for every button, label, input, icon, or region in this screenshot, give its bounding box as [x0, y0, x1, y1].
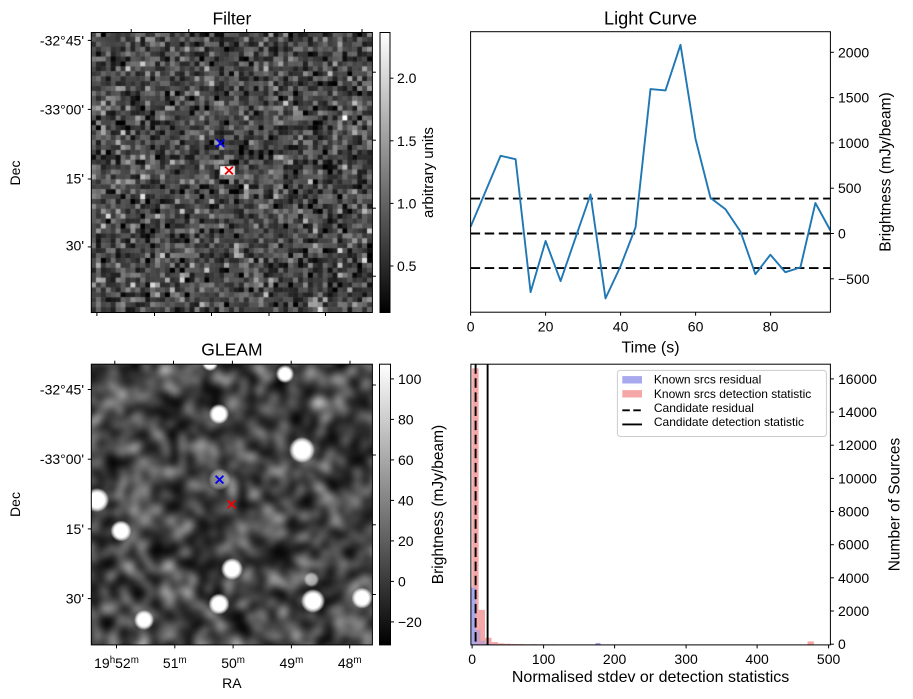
svg-text:Brightness (mJy/beam): Brightness (mJy/beam) — [878, 92, 895, 251]
svg-text:20: 20 — [398, 533, 414, 549]
svg-text:0: 0 — [468, 651, 476, 667]
svg-text:Number of Sources: Number of Sources — [887, 437, 904, 571]
svg-text:49m: 49m — [280, 655, 304, 671]
svg-text:500: 500 — [817, 651, 841, 667]
svg-text:Candidate detection statistic: Candidate detection statistic — [654, 415, 804, 429]
svg-text:40: 40 — [613, 319, 629, 335]
svg-text:100: 100 — [398, 371, 422, 387]
svg-text:-33°00': -33°00' — [40, 101, 84, 117]
svg-text:arbitrary units: arbitrary units — [420, 127, 437, 218]
svg-text:12000: 12000 — [838, 437, 877, 453]
svg-text:-33°00': -33°00' — [40, 451, 84, 467]
svg-text:80: 80 — [763, 319, 779, 335]
svg-text:-32°45': -32°45' — [40, 382, 84, 398]
svg-text:Dec: Dec — [7, 492, 23, 517]
svg-text:48m: 48m — [338, 655, 362, 671]
svg-text:0: 0 — [467, 319, 475, 335]
svg-text:100: 100 — [532, 651, 556, 667]
svg-text:Known srcs detection statistic: Known srcs detection statistic — [654, 387, 811, 401]
svg-text:4000: 4000 — [838, 570, 869, 586]
svg-text:14000: 14000 — [838, 404, 877, 420]
svg-text:40: 40 — [398, 492, 414, 508]
svg-text:0.5: 0.5 — [397, 258, 417, 274]
svg-text:Light Curve: Light Curve — [604, 8, 697, 28]
svg-text:15': 15' — [66, 170, 84, 186]
svg-text:−20: −20 — [398, 614, 422, 630]
svg-text:30': 30' — [66, 237, 84, 253]
svg-text:1500: 1500 — [838, 90, 869, 106]
svg-text:19h52m: 19h52m — [94, 655, 139, 671]
svg-text:GLEAM: GLEAM — [201, 340, 262, 360]
svg-text:−500: −500 — [838, 271, 870, 287]
svg-text:2.0: 2.0 — [397, 70, 417, 86]
svg-text:Dec: Dec — [7, 161, 23, 186]
svg-text:0: 0 — [838, 636, 846, 652]
svg-text:20: 20 — [538, 319, 554, 335]
svg-text:Candidate residual: Candidate residual — [654, 401, 754, 415]
svg-text:200: 200 — [603, 651, 627, 667]
svg-text:1000: 1000 — [838, 135, 869, 151]
svg-text:Brightness (mJy/beam): Brightness (mJy/beam) — [430, 425, 447, 584]
svg-text:Normalised stdev or detection: Normalised stdev or detection statistics — [512, 669, 789, 686]
svg-text:15': 15' — [66, 521, 84, 537]
svg-text:30': 30' — [66, 591, 84, 607]
svg-text:16000: 16000 — [838, 371, 877, 387]
svg-text:-32°45': -32°45' — [40, 32, 84, 48]
svg-text:1.5: 1.5 — [397, 133, 417, 149]
svg-text:Known srcs residual: Known srcs residual — [654, 373, 761, 387]
svg-text:6000: 6000 — [838, 537, 869, 553]
svg-text:8000: 8000 — [838, 504, 869, 520]
svg-text:2000: 2000 — [838, 44, 869, 60]
svg-text:80: 80 — [398, 411, 414, 427]
svg-text:300: 300 — [674, 651, 698, 667]
svg-text:50m: 50m — [221, 655, 245, 671]
svg-text:RA: RA — [222, 675, 242, 691]
svg-text:0: 0 — [838, 226, 846, 242]
svg-text:0: 0 — [398, 573, 406, 589]
svg-text:1.0: 1.0 — [397, 195, 417, 211]
svg-text:Filter: Filter — [212, 8, 251, 28]
svg-text:400: 400 — [745, 651, 769, 667]
svg-text:60: 60 — [398, 452, 414, 468]
svg-text:500: 500 — [838, 180, 862, 196]
svg-text:2000: 2000 — [838, 603, 869, 619]
svg-text:Time (s): Time (s) — [621, 339, 679, 356]
svg-text:60: 60 — [688, 319, 704, 335]
svg-text:51m: 51m — [163, 655, 187, 671]
svg-text:10000: 10000 — [838, 470, 877, 486]
